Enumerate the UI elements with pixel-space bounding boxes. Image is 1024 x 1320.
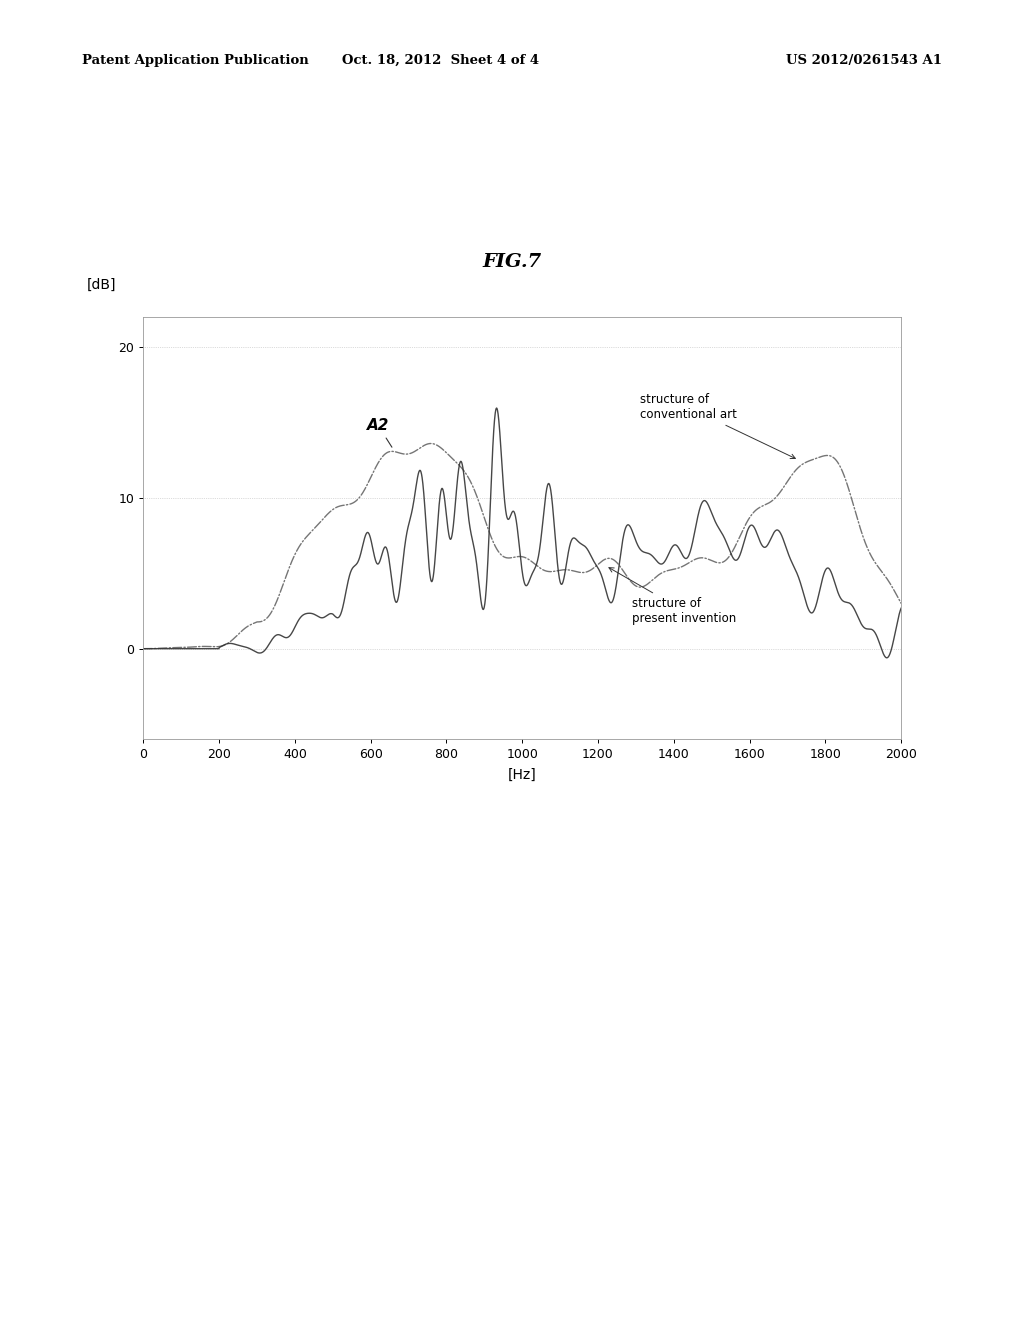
- Text: Oct. 18, 2012  Sheet 4 of 4: Oct. 18, 2012 Sheet 4 of 4: [342, 54, 539, 67]
- Text: structure of
conventional art: structure of conventional art: [640, 393, 796, 458]
- Text: Patent Application Publication: Patent Application Publication: [82, 54, 308, 67]
- Text: structure of
present invention: structure of present invention: [609, 568, 736, 624]
- Text: [dB]: [dB]: [87, 277, 116, 292]
- Text: FIG.7: FIG.7: [482, 252, 542, 271]
- Text: US 2012/0261543 A1: US 2012/0261543 A1: [786, 54, 942, 67]
- X-axis label: [Hz]: [Hz]: [508, 768, 537, 783]
- Text: A2: A2: [367, 418, 392, 447]
